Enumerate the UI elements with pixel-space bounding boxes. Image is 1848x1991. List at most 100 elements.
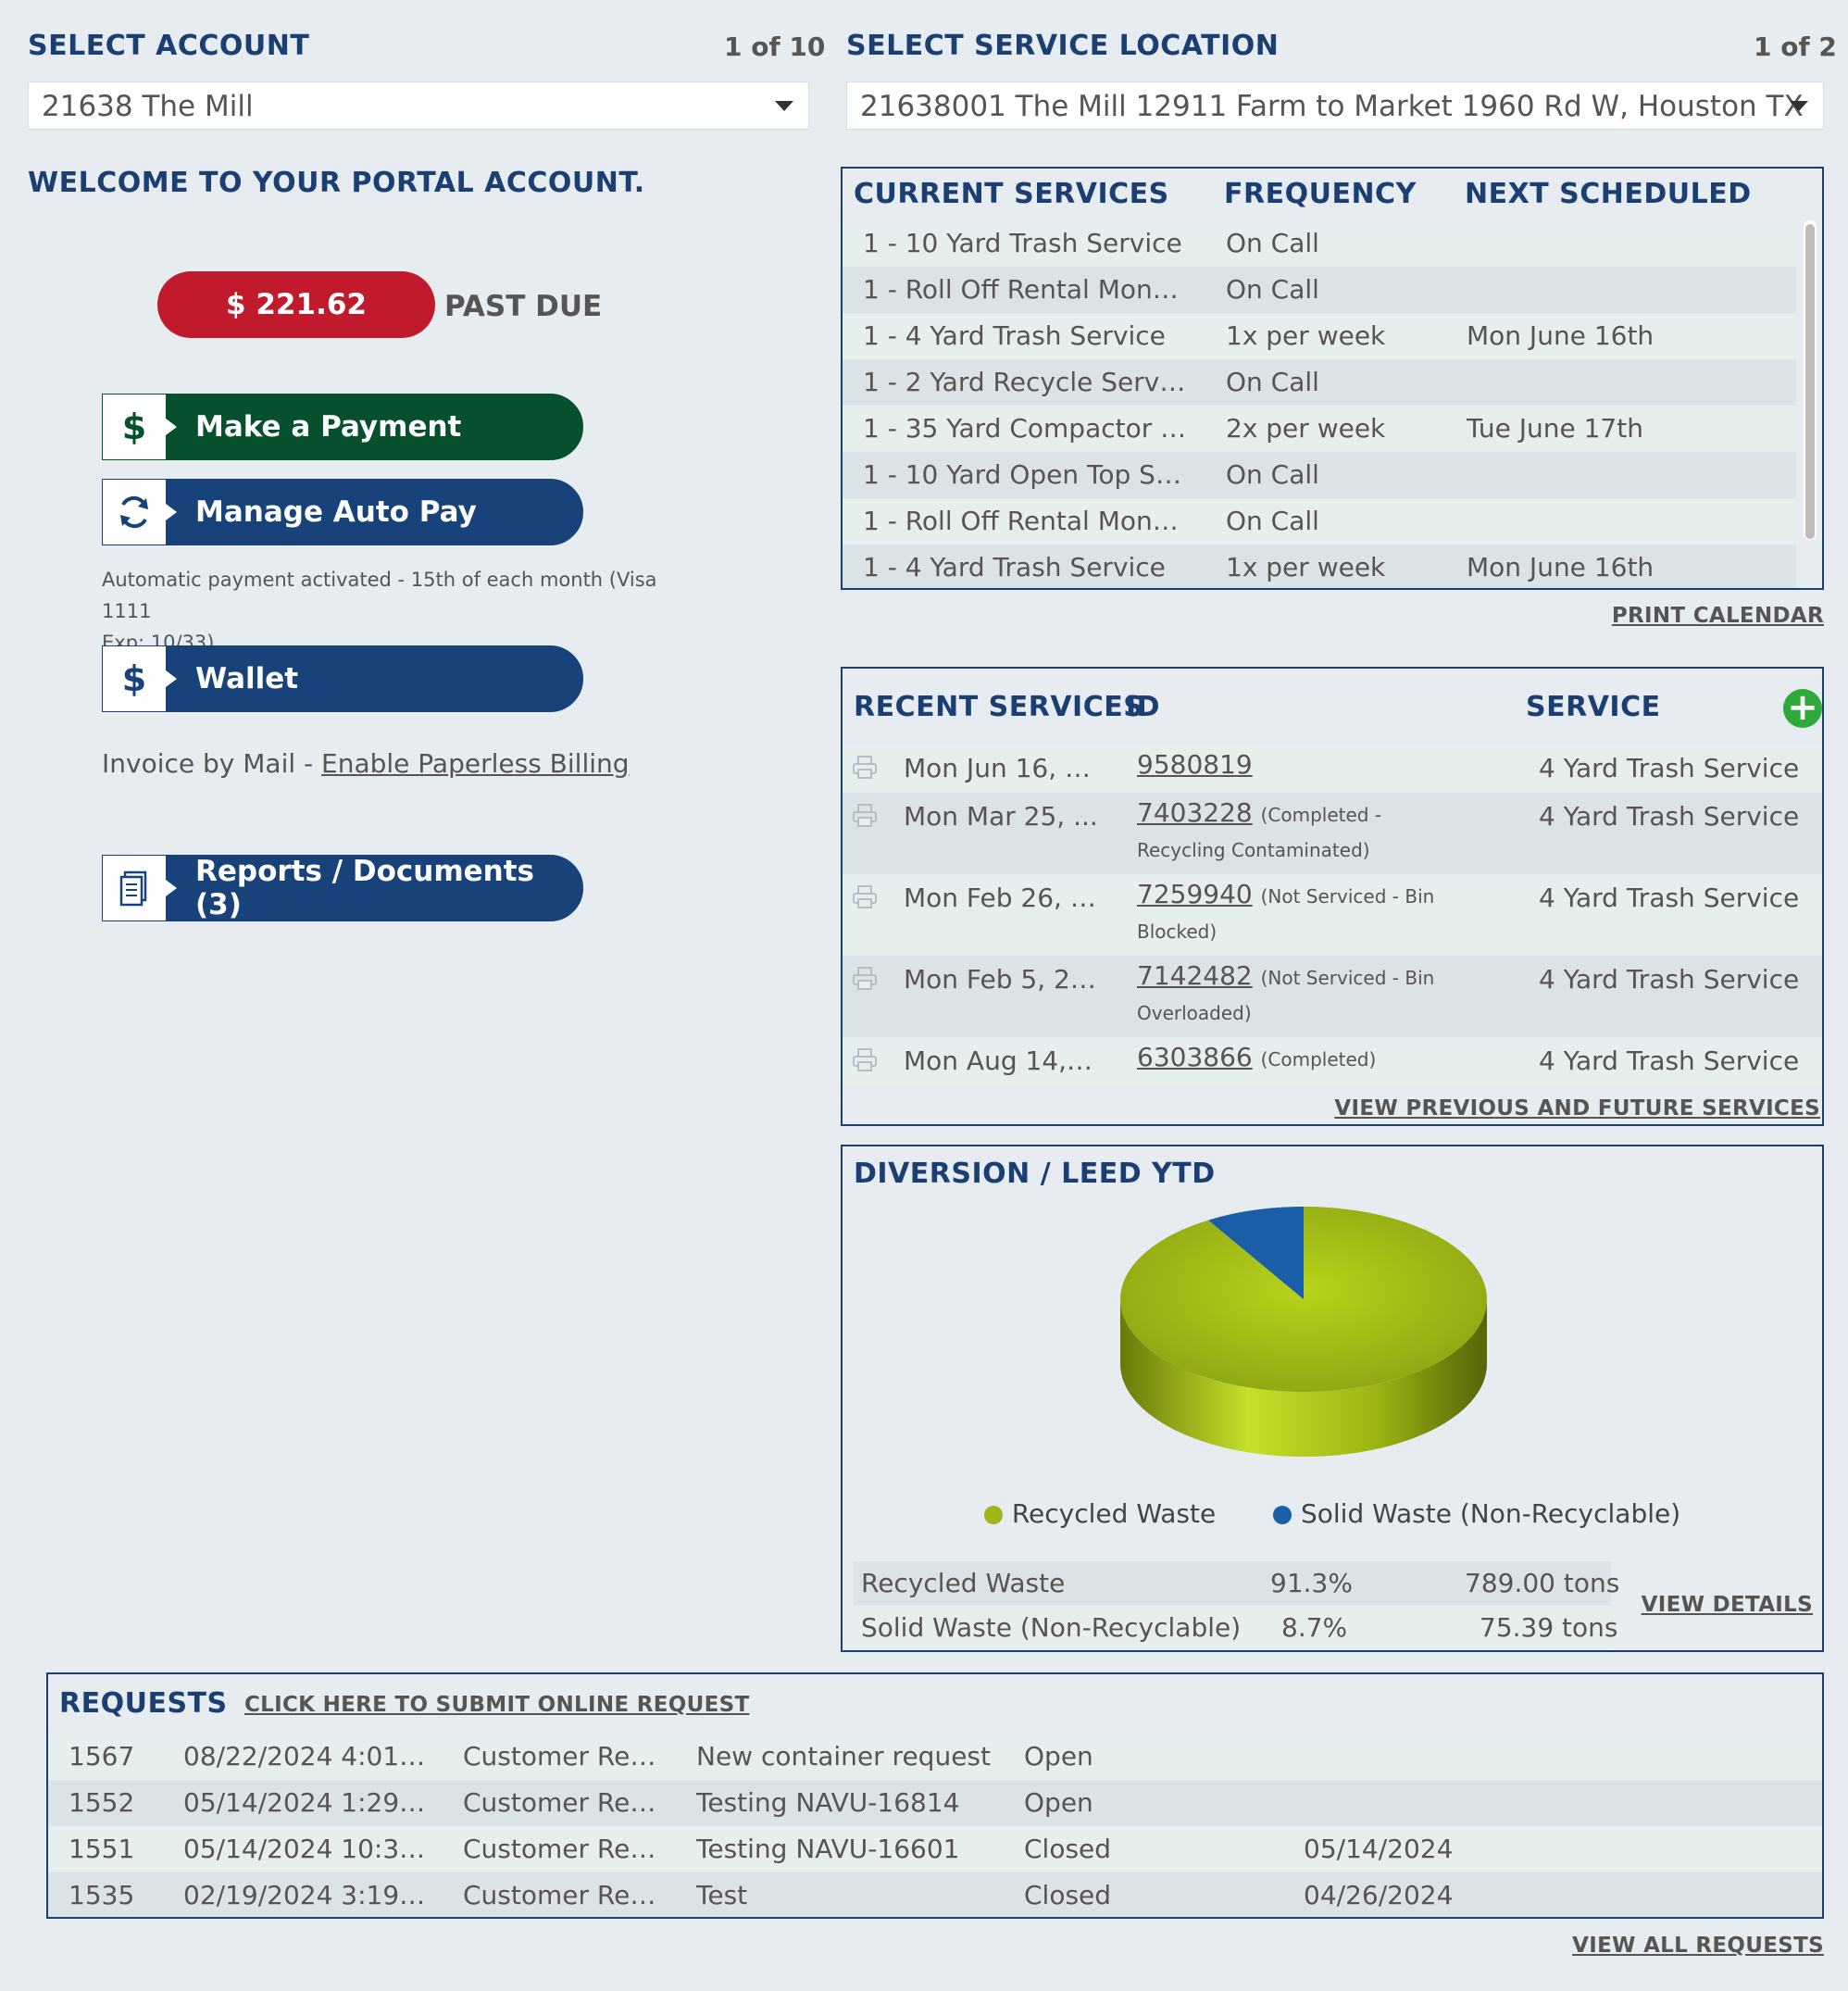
recent-service-id-cell: 7403228 (Completed - Recycling Contaminat…: [1137, 796, 1442, 867]
list-item: Mon Jun 16, 2... 9580819 4 Yard Trash Ser…: [843, 745, 1822, 793]
legend-solid-label: Solid Waste (Non-Recyclable): [1300, 1498, 1681, 1529]
pie-legend: Recycled Waste Solid Waste (Non-Recyclab…: [843, 1498, 1822, 1529]
diversion-panel: DIVERSION / LEED YTD Recycled Waste Soli…: [841, 1145, 1824, 1652]
table-row[interactable]: 1552 05/14/2024 1:29 pm Customer Req... Tes…: [48, 1780, 1822, 1826]
view-previous-future-link[interactable]: VIEW PREVIOUS AND FUTURE SERVICES: [1334, 1096, 1820, 1121]
view-all-requests-link[interactable]: VIEW ALL REQUESTS: [1572, 1934, 1824, 1958]
current-service-service: 1 - Roll Off Rental Monthly: [863, 274, 1187, 305]
diversion-header: DIVERSION / LEED YTD: [854, 1158, 1216, 1190]
pie-slice-solid-waste-non-recyclable[interactable]: [1208, 1207, 1304, 1299]
wallet-label: Wallet: [195, 662, 299, 695]
recent-service-name: 4 Yard Trash Service: [1539, 801, 1800, 832]
current-services-list: 1 - 10 Yard Trash Service On Call 1 - Roll…: [843, 220, 1796, 588]
printer-icon[interactable]: [852, 885, 878, 909]
table-row[interactable]: 1551 05/14/2024 10:31 ... Customer Req... T…: [48, 1826, 1822, 1872]
recent-service-status: (Not Serviced - Bin: [1260, 967, 1435, 989]
recent-services-panel: RECENT SERVICES ID SERVICE + Mon Jun 16,…: [841, 667, 1824, 1126]
current-service-frequency: On Call: [1226, 228, 1319, 258]
printer-icon[interactable]: [852, 967, 878, 991]
request-id: 1535: [69, 1880, 135, 1910]
request-id: 1551: [69, 1834, 135, 1864]
current-service-frequency: On Call: [1226, 506, 1319, 536]
printer-icon[interactable]: [852, 804, 878, 828]
diversion-pct: 8.7%: [1281, 1612, 1348, 1643]
recent-service-name: 4 Yard Trash Service: [1539, 883, 1800, 913]
enable-paperless-link[interactable]: Enable Paperless Billing: [321, 748, 630, 779]
legend-dot-recycled: [983, 1506, 1003, 1524]
table-row: 1 - 4 Yard Trash Service 1x per week Mon J…: [843, 313, 1796, 359]
account-select[interactable]: 21638 The Mill: [28, 81, 809, 130]
welcome-heading: WELCOME TO YOUR PORTAL ACCOUNT.: [28, 167, 645, 199]
recent-service-date: Mon Mar 25, ...: [904, 801, 1098, 832]
current-service-service: 1 - 35 Yard Compactor Ser...: [863, 413, 1187, 444]
current-service-service: 1 - 10 Yard Trash Service: [863, 228, 1182, 258]
current-services-scrollbar[interactable]: [1804, 220, 1817, 540]
dollar-icon: $: [103, 646, 177, 711]
legend-recycled-label: Recycled Waste: [1011, 1498, 1217, 1529]
scrollbar-thumb[interactable]: [1805, 224, 1815, 539]
print-calendar-link[interactable]: PRINT CALENDAR: [1611, 604, 1824, 628]
requests-panel: REQUESTS CLICK HERE TO SUBMIT ONLINE REQ…: [46, 1672, 1824, 1919]
recent-service-status: (Not Serviced - Bin: [1260, 885, 1435, 908]
select-location-header: SELECT SERVICE LOCATION: [846, 30, 1280, 62]
request-type: Customer Req...: [463, 1880, 667, 1910]
view-details-link[interactable]: VIEW DETAILS: [1641, 1593, 1813, 1617]
table-row: 1 - 10 Yard Trash Service On Call: [843, 220, 1796, 267]
dollar-icon: $: [103, 394, 177, 459]
recent-service-id-link[interactable]: 7142482: [1137, 960, 1253, 991]
submit-request-link[interactable]: CLICK HERE TO SUBMIT ONLINE REQUEST: [244, 1693, 750, 1717]
legend-dot-solid: [1272, 1506, 1292, 1524]
current-service-frequency: 1x per week: [1226, 552, 1386, 582]
wallet-button[interactable]: $ Wallet: [102, 645, 583, 712]
location-select[interactable]: 21638001 The Mill 12911 Farm to Market 1…: [846, 81, 1824, 130]
request-desc: Test: [696, 1880, 748, 1910]
request-desc: Testing NAVU-16601: [696, 1834, 960, 1864]
recent-service-status: (Completed): [1260, 1048, 1377, 1071]
recent-service-id-link[interactable]: 7259940: [1137, 879, 1253, 909]
current-service-service: 1 - Roll Off Rental Monthly: [863, 506, 1187, 536]
table-row[interactable]: 1535 02/19/2024 3:19 pm Customer Req... Tes…: [48, 1872, 1822, 1917]
recent-service-id-link[interactable]: 7403228: [1137, 797, 1253, 828]
printer-icon[interactable]: [852, 1048, 878, 1072]
autopay-note-line1: Automatic payment activated - 15th of ea…: [102, 569, 657, 622]
list-item: Mon Mar 25, ... 7403228 (Completed - Recyc…: [843, 793, 1822, 874]
reports-button[interactable]: Reports / Documents (3): [102, 855, 583, 921]
table-row: 1 - Roll Off Rental Monthly On Call: [843, 498, 1796, 545]
invoice-text: Invoice by Mail -: [102, 748, 322, 779]
account-select-value: 21638 The Mill: [42, 90, 254, 123]
legend-solid: Solid Waste (Non-Recyclable): [1272, 1498, 1681, 1529]
recent-service-date: Mon Jun 16, 2...: [904, 753, 1098, 783]
recent-service-name: 4 Yard Trash Service: [1539, 1046, 1800, 1076]
document-icon: [103, 856, 177, 920]
request-date: 08/22/2024 4:01 pm: [183, 1741, 433, 1772]
current-service-frequency: On Call: [1226, 459, 1319, 490]
add-service-icon[interactable]: +: [1783, 689, 1822, 728]
diversion-row-recycled: Recycled Waste 91.3% 789.00 tons: [854, 1561, 1619, 1606]
request-closed: 05/14/2024: [1304, 1834, 1454, 1864]
request-status: Closed: [1024, 1880, 1112, 1910]
make-payment-button[interactable]: $ Make a Payment: [102, 394, 583, 460]
list-item: Mon Feb 26, 2... 7259940 (Not Serviced - …: [843, 874, 1822, 956]
recent-service-date: Mon Feb 5, 2024: [904, 964, 1098, 995]
recent-service-id-link[interactable]: 9580819: [1137, 749, 1253, 780]
recent-service-name: 4 Yard Trash Service: [1539, 753, 1800, 783]
table-row: 1 - 2 Yard Recycle Service On Call: [843, 359, 1796, 406]
diversion-table: Recycled Waste 91.3% 789.00 tons Solid W…: [854, 1561, 1619, 1650]
balance-amount[interactable]: $ 221.62: [157, 271, 435, 338]
current-service-frequency: On Call: [1226, 274, 1319, 305]
printer-icon[interactable]: [852, 756, 878, 780]
caret-down-icon: [1790, 101, 1808, 111]
request-status: Open: [1024, 1787, 1093, 1818]
autopay-note: Automatic payment activated - 15th of ea…: [102, 564, 676, 658]
current-service-frequency: On Call: [1226, 367, 1319, 397]
manage-autopay-button[interactable]: Manage Auto Pay: [102, 479, 583, 545]
request-status: Open: [1024, 1741, 1093, 1772]
recent-service-id-link[interactable]: 6303866: [1137, 1042, 1253, 1072]
table-row[interactable]: 1567 08/22/2024 4:01 pm Customer Req... New…: [48, 1734, 1822, 1780]
request-desc: Testing NAVU-16814: [696, 1787, 960, 1818]
recent-service-date: Mon Aug 14, ...: [904, 1046, 1098, 1076]
request-desc: New container request: [696, 1741, 991, 1772]
request-type: Customer Req...: [463, 1834, 667, 1864]
recent-service-status-detail: Recycling Contaminated): [1137, 839, 1370, 861]
invoice-line: Invoice by Mail - Enable Paperless Billi…: [102, 748, 630, 779]
